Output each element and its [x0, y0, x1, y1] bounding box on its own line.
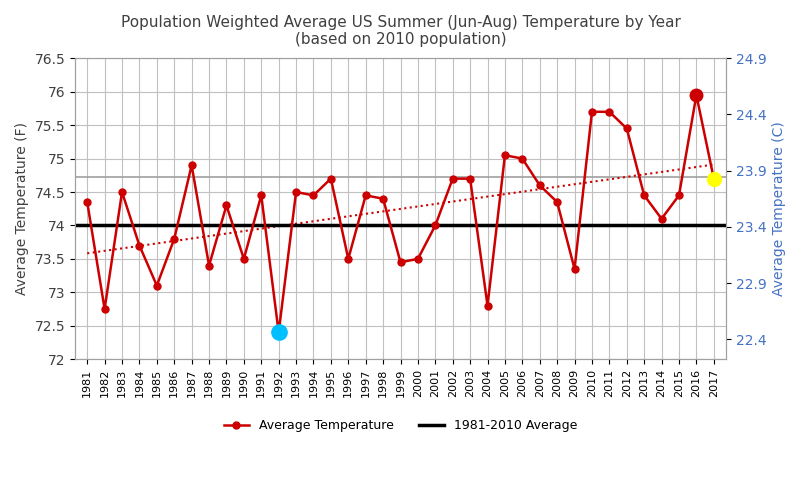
Legend: Average Temperature, 1981-2010 Average: Average Temperature, 1981-2010 Average [219, 414, 582, 437]
Y-axis label: Average Temperature (F): Average Temperature (F) [15, 122, 29, 295]
Title: Population Weighted Average US Summer (Jun-Aug) Temperature by Year
(based on 20: Population Weighted Average US Summer (J… [121, 15, 680, 48]
Y-axis label: Average Temperature (C): Average Temperature (C) [772, 121, 786, 296]
